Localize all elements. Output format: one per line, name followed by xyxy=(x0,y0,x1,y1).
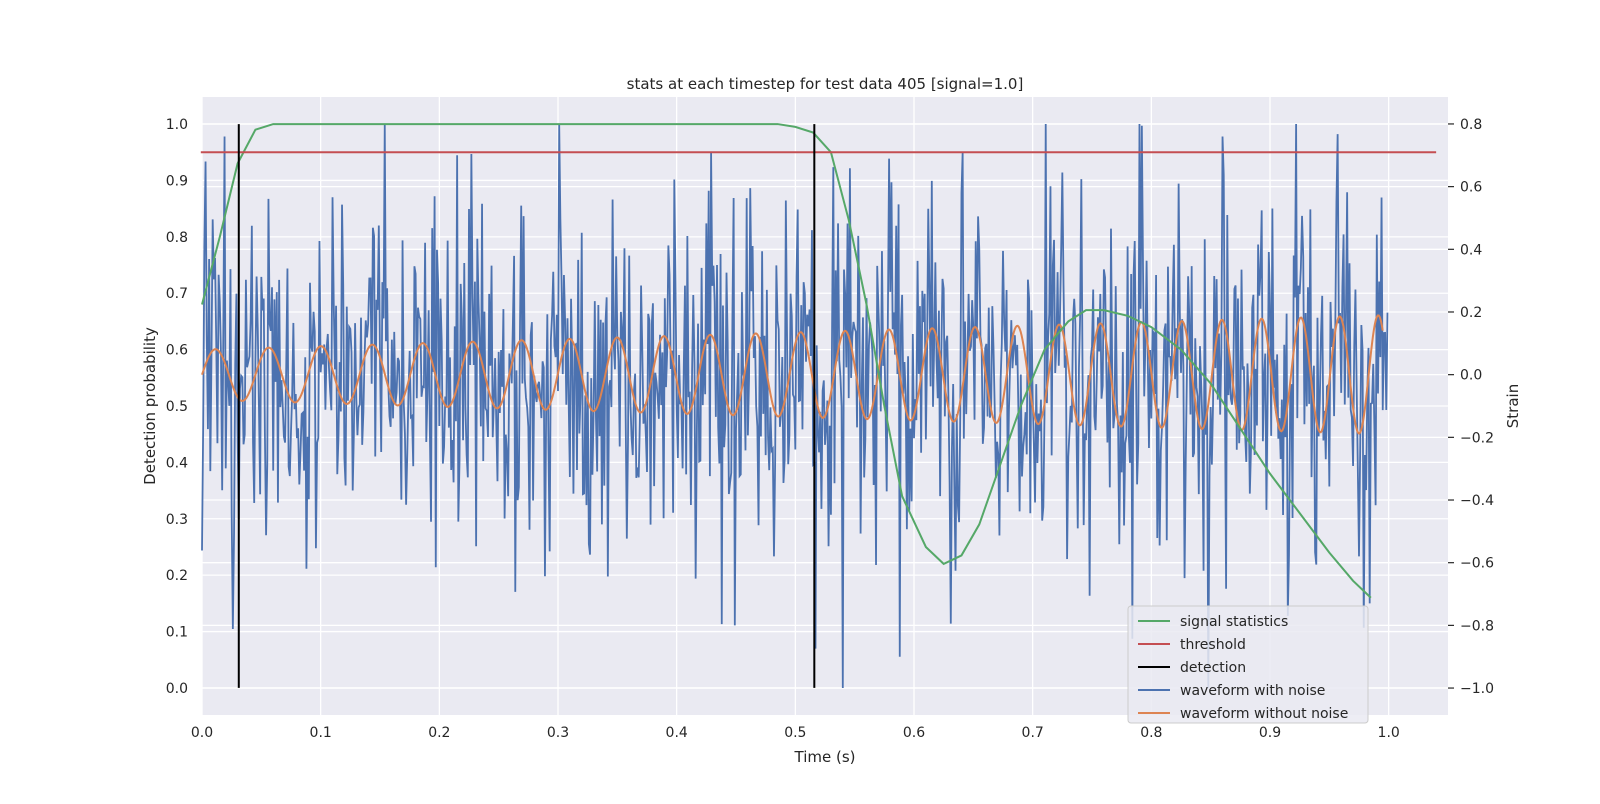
chart-legend: signal statistics threshold detection wavef… xyxy=(1127,605,1369,724)
x-tick-label: 0.1 xyxy=(310,725,332,741)
series-line-waveform-with-noise xyxy=(201,123,1389,689)
x-tick-label: 0.7 xyxy=(1022,725,1044,741)
y-right-tick-label: 0.8 xyxy=(1460,117,1482,133)
y-right-tick-label: −0.8 xyxy=(1460,618,1494,634)
y-right-tick-label: −0.2 xyxy=(1460,430,1494,446)
legend-label: signal statistics xyxy=(1180,614,1288,630)
x-tick-label: 0.6 xyxy=(903,725,925,741)
x-tick-label: 0.2 xyxy=(428,725,450,741)
y-left-tick-label: 0.3 xyxy=(166,512,188,528)
chart-title: stats at each timestep for test data 405… xyxy=(627,75,1024,93)
y-right-tick-label: 0.2 xyxy=(1460,305,1482,321)
y-right-tick-label: −1.0 xyxy=(1460,681,1494,697)
y-right-tick-label: −0.4 xyxy=(1460,493,1494,509)
legend-label: waveform with noise xyxy=(1180,683,1325,699)
legend-label: waveform without noise xyxy=(1180,706,1348,722)
series-detection-lines xyxy=(237,124,816,688)
y-axis-label-right: Strain xyxy=(1504,384,1522,428)
y-left-tick-label: 0.6 xyxy=(166,343,188,359)
y-right-tick-label: 0.4 xyxy=(1460,242,1482,258)
x-tick-label: 1.0 xyxy=(1378,725,1400,741)
x-tick-label: 0.8 xyxy=(1140,725,1162,741)
legend-label: threshold xyxy=(1180,637,1246,653)
x-tick-label: 0.9 xyxy=(1259,725,1281,741)
y-left-tick-label: 0.5 xyxy=(166,399,188,415)
y-left-tick-label: 0.1 xyxy=(166,625,188,641)
series-line-waveform-without-noise xyxy=(201,314,1384,435)
x-axis-label: Time (s) xyxy=(794,748,856,766)
x-tick-label: 0.5 xyxy=(784,725,806,741)
y-left-tick-label: 0.2 xyxy=(166,568,188,584)
y-right-tick-label: −0.6 xyxy=(1460,556,1494,572)
x-tick-label: 0.3 xyxy=(547,725,569,741)
legend-box xyxy=(1127,605,1369,724)
y-right-tick-label: 0.0 xyxy=(1460,368,1482,384)
y-left-tick-label: 0.4 xyxy=(166,455,188,471)
y-left-tick-label: 0.7 xyxy=(166,286,188,302)
y-axis-label-left: Detection probability xyxy=(141,327,159,485)
x-tick-label: 0.4 xyxy=(666,725,688,741)
y-left-tick-label: 0.8 xyxy=(166,230,188,246)
y-right-tick-label: 0.6 xyxy=(1460,180,1482,196)
x-tick-label: 0.0 xyxy=(191,725,213,741)
y-left-tick-label: 0.0 xyxy=(166,681,188,697)
legend-label: detection xyxy=(1180,660,1246,676)
data-series xyxy=(200,123,1437,689)
y-left-tick-label: 1.0 xyxy=(166,117,188,133)
axis-ticks: 0.0 0.1 0.2 0.3 0.4 0.5 0.6 0.7 0.8 0.9 1.0 0.0 0.1 0… xyxy=(166,117,1494,741)
y-left-tick-label: 0.9 xyxy=(166,173,188,189)
series-line-signal-statistics xyxy=(201,123,1372,599)
